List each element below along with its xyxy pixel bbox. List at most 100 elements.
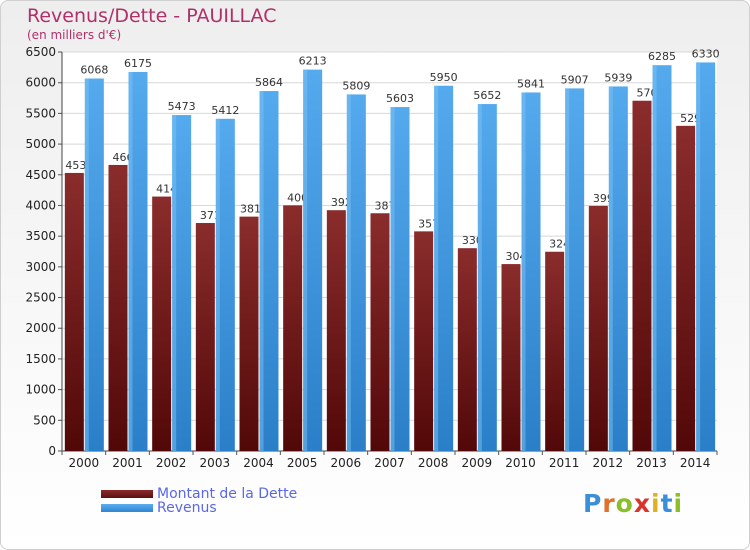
y-tick-label: 500 [33, 413, 56, 427]
y-tick-label: 4000 [25, 198, 56, 212]
bar-debt [501, 264, 521, 451]
data-label-revenue: 6175 [124, 57, 152, 70]
x-tick-label: 2011 [549, 456, 580, 470]
bar-debt [283, 205, 303, 451]
data-label-debt: 400 [287, 191, 308, 204]
bar-revenue [346, 94, 366, 451]
data-label-debt: 357 [418, 217, 439, 230]
data-label-debt: 414 [156, 183, 177, 196]
logo-letter: i [673, 489, 684, 518]
bar-debt [545, 251, 565, 451]
bar-debt [457, 248, 477, 451]
legend-label-revenue: Revenus [157, 500, 217, 516]
y-tick-label: 0 [48, 444, 56, 458]
proxiti-logo: Proxiti [583, 489, 683, 518]
bar-revenue-highlight [390, 107, 395, 451]
bar-revenue-highlight [696, 62, 701, 451]
data-label-debt: 529 [680, 112, 701, 125]
logo-letter: o [615, 489, 634, 518]
data-label-revenue: 5939 [604, 71, 632, 84]
y-tick-label: 1000 [25, 383, 56, 397]
bar-revenue-highlight [521, 92, 526, 452]
bar-revenue [128, 71, 148, 451]
x-tick-label: 2013 [636, 456, 667, 470]
data-label-debt: 324 [549, 238, 570, 251]
data-label-debt: 330 [462, 234, 483, 247]
x-tick-label: 2002 [156, 456, 187, 470]
y-tick-label: 1500 [25, 352, 56, 366]
data-label-revenue: 5603 [386, 92, 414, 105]
data-label-debt: 399 [593, 192, 614, 205]
y-tick-label: 6500 [25, 45, 56, 59]
bar-debt [152, 196, 172, 451]
x-tick-label: 2005 [287, 456, 318, 470]
x-tick-label: 2003 [200, 456, 231, 470]
bar-debt [239, 216, 259, 451]
bar-revenue [652, 65, 672, 451]
bar-revenue [434, 85, 454, 451]
chart-title: Revenus/Dette - PAUILLAC [27, 5, 277, 27]
bar-revenue-highlight [434, 85, 439, 451]
x-tick-label: 2001 [112, 456, 143, 470]
data-label-revenue: 6213 [299, 55, 327, 68]
bar-revenue-highlight [477, 104, 482, 452]
x-tick-label: 2010 [505, 456, 536, 470]
y-tick-label: 4500 [25, 168, 56, 182]
bar-revenue-highlight [565, 88, 570, 452]
data-label-debt: 466 [113, 151, 134, 164]
data-label-revenue: 5412 [211, 104, 239, 117]
y-tick-label: 5500 [25, 106, 56, 120]
bar-revenue-highlight [172, 115, 177, 452]
bar-revenue-highlight [215, 118, 220, 451]
bar-debt [326, 210, 346, 451]
bar-revenue [259, 91, 279, 451]
logo-letter: r [602, 489, 616, 518]
bar-debt [195, 223, 215, 451]
bar-debt [676, 125, 696, 451]
bar-debt [588, 205, 608, 451]
logo-letter: i [651, 489, 661, 518]
bar-debt [64, 172, 84, 452]
legend-label-debt: Montant de la Dette [157, 486, 298, 502]
x-tick-label: 2014 [680, 456, 711, 470]
bar-revenue [84, 78, 104, 451]
y-tick-label: 2500 [25, 291, 56, 305]
bar-debt [108, 164, 128, 451]
bar-debt [370, 213, 390, 451]
x-tick-label: 2007 [374, 456, 405, 470]
data-label-debt: 570 [637, 87, 658, 100]
bar-revenue [521, 92, 541, 452]
bar-revenue [565, 88, 585, 452]
bar-revenue-highlight [652, 65, 657, 451]
x-tick-label: 2000 [69, 456, 100, 470]
bar-revenue-highlight [303, 69, 308, 452]
logo-letter: t [660, 489, 674, 518]
data-label-revenue: 6068 [80, 64, 108, 77]
x-tick-label: 2012 [593, 456, 624, 470]
logo-letter: P [583, 489, 603, 518]
bar-revenue [172, 115, 192, 452]
chart-subtitle: (en milliers d'€) [27, 28, 122, 42]
bar-revenue-highlight [608, 86, 613, 451]
y-tick-label: 5000 [25, 137, 56, 151]
data-label-revenue: 5907 [561, 73, 589, 86]
data-label-revenue: 5864 [255, 76, 283, 89]
bar-revenue-highlight [259, 91, 264, 451]
data-label-revenue: 6330 [692, 47, 720, 60]
data-label-debt: 304 [506, 250, 527, 263]
data-label-revenue: 5841 [517, 77, 545, 90]
legend-swatch-revenue [101, 504, 153, 512]
legend-swatch-debt [101, 490, 153, 498]
bar-revenue [608, 86, 628, 451]
bar-revenue [477, 104, 497, 452]
legend-item-revenue: Revenus [101, 501, 297, 515]
y-tick-label: 2000 [25, 321, 56, 335]
bar-revenue [303, 69, 323, 452]
x-tick-label: 2009 [462, 456, 493, 470]
data-label-debt: 387 [375, 199, 396, 212]
data-label-debt: 392 [331, 196, 352, 209]
data-label-revenue: 5473 [168, 100, 196, 113]
x-tick-label: 2004 [243, 456, 274, 470]
bar-debt [414, 231, 434, 451]
